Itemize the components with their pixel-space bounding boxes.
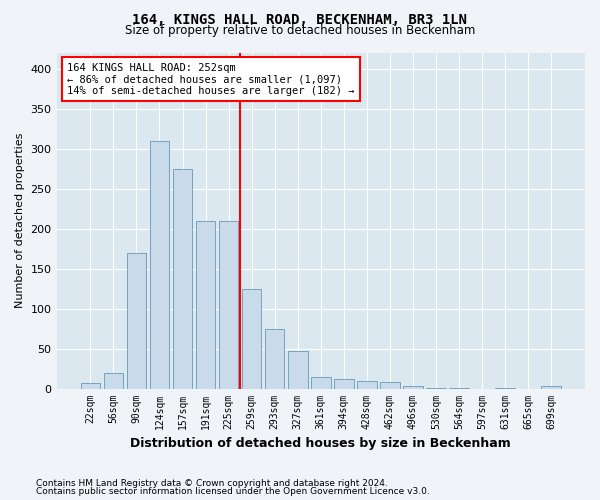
Bar xyxy=(311,378,331,388)
Text: 164, KINGS HALL ROAD, BECKENHAM, BR3 1LN: 164, KINGS HALL ROAD, BECKENHAM, BR3 1LN xyxy=(133,12,467,26)
Bar xyxy=(403,386,423,388)
Bar xyxy=(541,386,561,388)
Bar xyxy=(104,372,123,388)
Bar xyxy=(196,220,215,388)
Text: Contains public sector information licensed under the Open Government Licence v3: Contains public sector information licen… xyxy=(36,487,430,496)
Bar xyxy=(334,379,353,388)
Bar xyxy=(288,351,308,389)
Bar xyxy=(80,383,100,388)
Text: 164 KINGS HALL ROAD: 252sqm
← 86% of detached houses are smaller (1,097)
14% of : 164 KINGS HALL ROAD: 252sqm ← 86% of det… xyxy=(67,62,355,96)
Bar xyxy=(380,382,400,388)
Bar xyxy=(173,168,193,388)
X-axis label: Distribution of detached houses by size in Beckenham: Distribution of detached houses by size … xyxy=(130,437,511,450)
Text: Size of property relative to detached houses in Beckenham: Size of property relative to detached ho… xyxy=(125,24,475,37)
Y-axis label: Number of detached properties: Number of detached properties xyxy=(15,133,25,308)
Bar xyxy=(242,288,262,388)
Bar xyxy=(357,382,377,388)
Bar xyxy=(127,252,146,388)
Bar xyxy=(219,220,238,388)
Bar xyxy=(149,140,169,388)
Bar xyxy=(265,330,284,388)
Text: Contains HM Land Registry data © Crown copyright and database right 2024.: Contains HM Land Registry data © Crown c… xyxy=(36,478,388,488)
